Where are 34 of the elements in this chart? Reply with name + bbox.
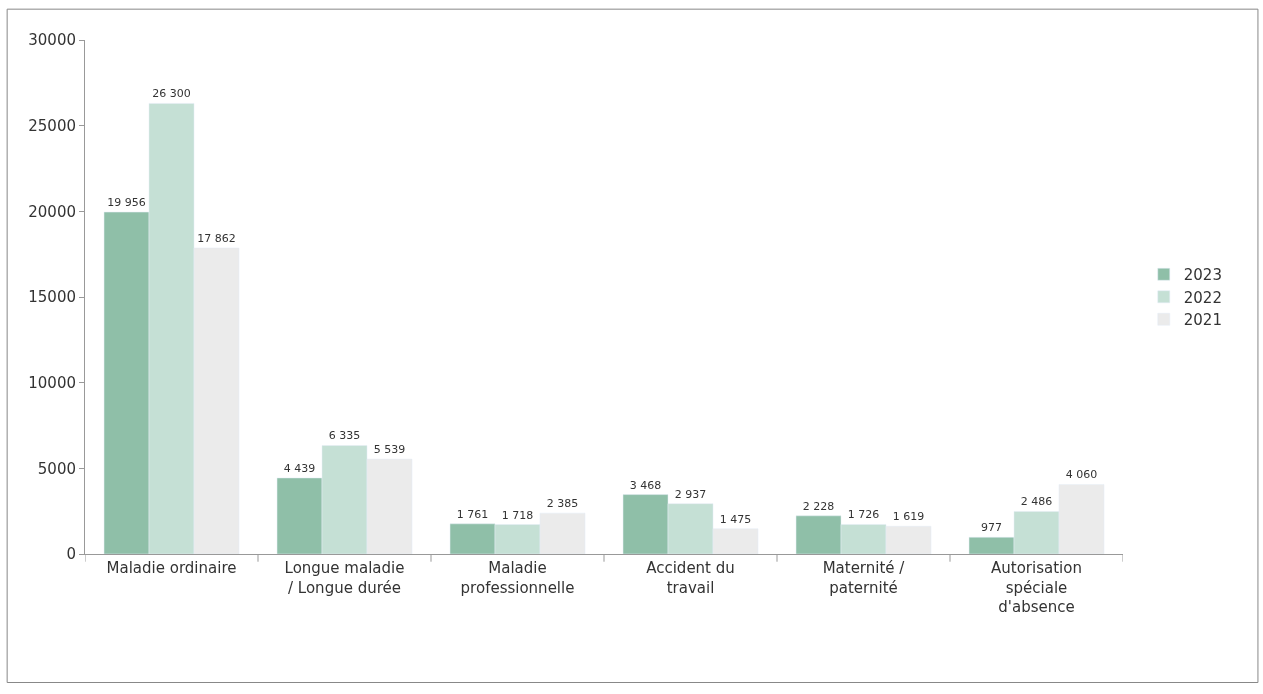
x-tick-label: Maladie ordinaire (106, 559, 237, 577)
legend-label: 2021 (1183, 311, 1222, 330)
data-label: 26 300 (152, 87, 191, 101)
y-tick-label: 0 (66, 545, 76, 564)
data-label: 4 439 (283, 461, 316, 475)
y-tick-label: 20000 (28, 202, 76, 221)
data-label: 2 228 (802, 499, 835, 513)
data-label: 17 862 (197, 231, 236, 245)
y-tick-label: 10000 (28, 373, 76, 392)
y-tick-label: 5000 (37, 459, 76, 478)
data-label: 1 475 (719, 512, 752, 526)
x-tick-label: Maternité / paternité (822, 559, 906, 597)
y-tick-label: 30000 (28, 31, 76, 50)
data-label: 2 937 (674, 487, 707, 501)
data-label: 2 486 (1020, 495, 1053, 509)
legend-label: 2022 (1183, 288, 1222, 307)
data-label: 3 468 (629, 478, 662, 492)
x-tick-label: Maladie professionnelle (460, 559, 575, 597)
y-tick-label: 25000 (28, 116, 76, 135)
x-tick-label: Autorisation spéciale d'absence (991, 559, 1082, 616)
data-label: 1 619 (892, 510, 925, 524)
x-tick-label: Accident du travail (646, 559, 735, 597)
y-tick-label: 15000 (28, 288, 76, 307)
x-tick-label: Longue maladie / Longue durée (284, 559, 405, 597)
data-label: 977 (981, 521, 1003, 535)
data-label: 19 956 (107, 196, 146, 210)
data-label: 1 718 (501, 508, 534, 522)
data-label: 5 539 (373, 443, 406, 457)
legend-label: 2023 (1183, 266, 1222, 285)
data-label: 4 060 (1065, 468, 1098, 482)
data-label: 1 726 (847, 508, 880, 522)
data-label: 6 335 (328, 429, 361, 443)
data-label: 2 385 (546, 497, 579, 511)
data-label: 1 761 (456, 507, 489, 521)
